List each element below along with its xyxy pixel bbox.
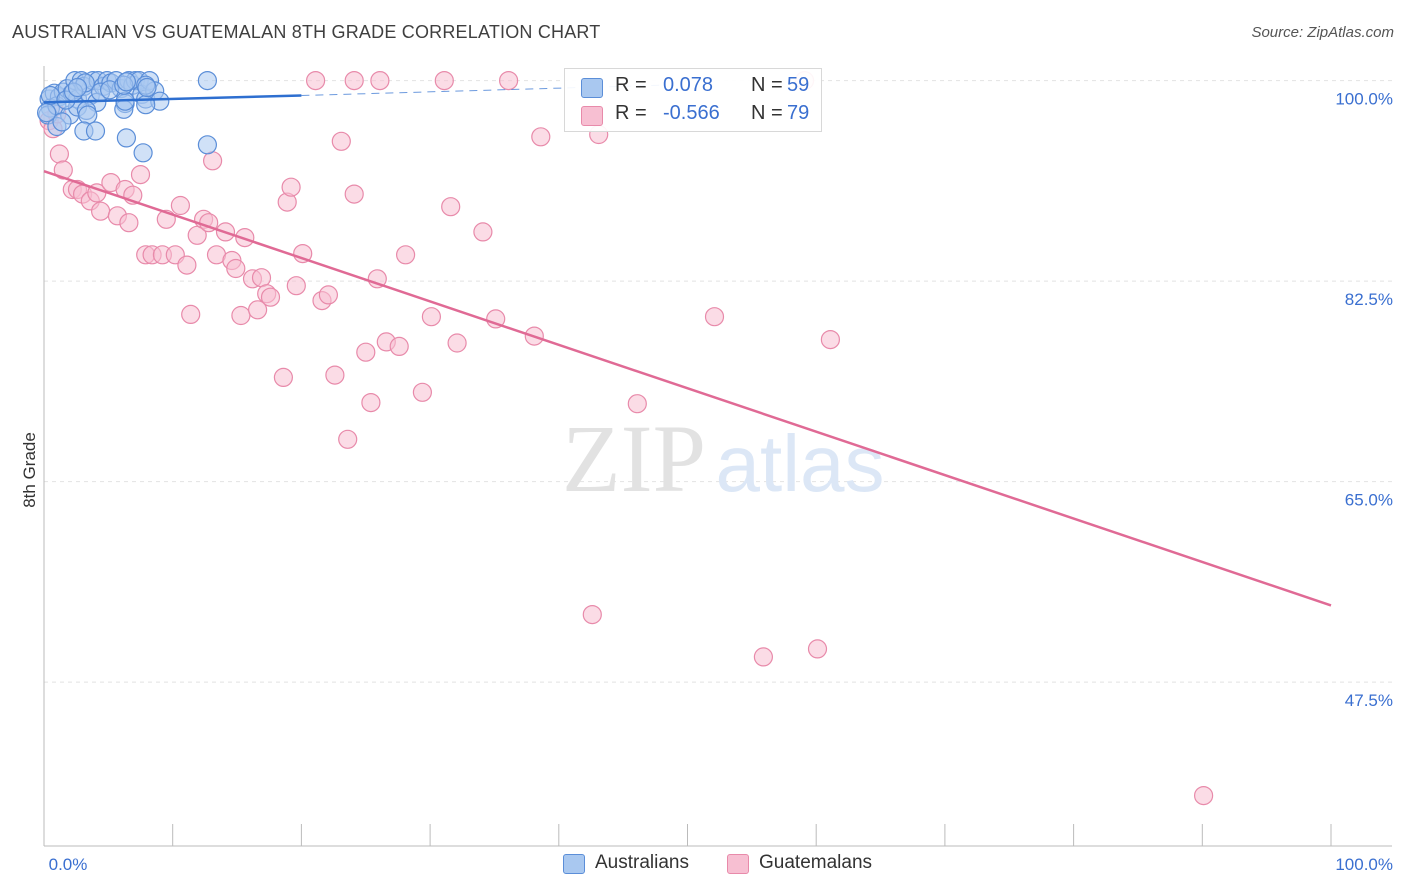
point-guatemalan (499, 70, 519, 91)
watermark-atlas: atlas (716, 419, 885, 508)
x-tick-label: 100.0% (1335, 855, 1393, 874)
y-tick-label: 65.0% (1345, 491, 1393, 510)
point-australian (116, 128, 137, 148)
point-guatemalan (306, 70, 326, 91)
point-guatemalan (361, 393, 381, 413)
x-tick-label: 0.0% (49, 855, 88, 874)
legend-n-label: N = (751, 102, 783, 124)
axes (43, 66, 1392, 847)
point-guatemalan (203, 151, 223, 171)
y-tick-label: 82.5% (1345, 290, 1393, 309)
point-guatemalan (248, 300, 268, 320)
legend-swatch-pink (727, 854, 749, 874)
legend-r-value: 0.078 (663, 74, 714, 96)
point-guatemalan (286, 276, 306, 296)
point-guatemalan (1193, 785, 1214, 806)
point-guatemalan (627, 394, 647, 414)
point-australian (36, 103, 57, 123)
point-guatemalan (251, 268, 272, 288)
point-guatemalan (704, 307, 725, 327)
trend-line-guatemalans (43, 169, 1332, 607)
point-guatemalan (582, 604, 602, 625)
point-guatemalan (389, 336, 409, 356)
legend-n-value: 59 (787, 74, 810, 96)
point-australian (85, 121, 106, 141)
point-australian (52, 112, 72, 132)
point-guatemalan (119, 213, 139, 233)
watermark-zip: ZIP (562, 405, 706, 512)
point-guatemalan (90, 201, 111, 221)
trend-line-australians (43, 94, 302, 104)
point-guatemalan (130, 165, 151, 185)
grid-lines (44, 80, 1392, 683)
point-guatemalan (181, 304, 201, 324)
point-guatemalan (434, 70, 454, 91)
point-guatemalan (325, 365, 345, 385)
point-guatemalan (273, 367, 293, 387)
point-australian (78, 105, 98, 125)
point-guatemalan (170, 195, 190, 216)
legend-r-label: R = (615, 102, 647, 124)
y-tick-label: 100.0% (1335, 90, 1393, 109)
point-guatemalan (370, 70, 390, 91)
point-australian (197, 135, 217, 155)
point-guatemalan (447, 333, 467, 353)
tick-labels: 100.0% 82.5% 65.0% 47.5% 0.0% 100.0% (49, 90, 1393, 874)
point-guatemalan (531, 127, 551, 147)
trend-lines (43, 84, 1332, 607)
point-australian (137, 77, 157, 98)
point-guatemalan (486, 309, 506, 329)
correlation-legend: R = 0.078 N = 59 R = -0.566 N = 79 (564, 68, 822, 132)
point-guatemalan (226, 258, 246, 279)
point-guatemalan (356, 342, 376, 362)
legend-r-value: -0.566 (663, 102, 720, 124)
series-legend: Australians Guatemalans (0, 851, 1406, 879)
point-guatemalan (331, 131, 351, 151)
y-axis-label: 8th Grade (20, 432, 39, 508)
point-guatemalan (318, 285, 338, 305)
point-guatemalan (344, 70, 364, 91)
point-guatemalan (177, 255, 197, 275)
chart-source: Source: ZipAtlas.com (1251, 24, 1394, 41)
point-guatemalan (820, 330, 841, 350)
point-guatemalan (338, 429, 358, 449)
point-guatemalan (53, 160, 73, 180)
legend-n-label: N = (751, 74, 783, 96)
point-guatemalan (753, 647, 774, 667)
point-guatemalan (231, 305, 251, 326)
point-guatemalan (260, 287, 281, 307)
point-australian (67, 77, 88, 98)
watermark: ZIP atlas (562, 405, 884, 512)
point-australian (197, 70, 217, 91)
y-tick-label: 47.5% (1345, 691, 1393, 710)
point-guatemalan (412, 382, 432, 402)
legend-swatch-pink (581, 106, 603, 126)
legend-label: Australians (595, 852, 689, 873)
legend-label: Guatemalans (759, 852, 873, 873)
point-guatemalan (441, 197, 461, 217)
point-guatemalan (396, 245, 416, 265)
point-guatemalan (421, 307, 441, 327)
legend-r-label: R = (615, 74, 647, 96)
legend-n-value: 79 (787, 102, 810, 124)
point-guatemalan (473, 222, 493, 242)
series-australians (36, 70, 217, 163)
point-australian (133, 143, 153, 163)
legend-swatch-blue (563, 854, 585, 874)
point-guatemalan (281, 177, 301, 197)
point-australian (116, 72, 137, 92)
point-guatemalan (49, 144, 70, 164)
legend-swatch-blue (581, 78, 603, 98)
point-guatemalan (807, 639, 828, 659)
chart-title: AUSTRALIAN VS GUATEMALAN 8TH GRADE CORRE… (12, 22, 601, 42)
point-guatemalan (344, 184, 364, 204)
